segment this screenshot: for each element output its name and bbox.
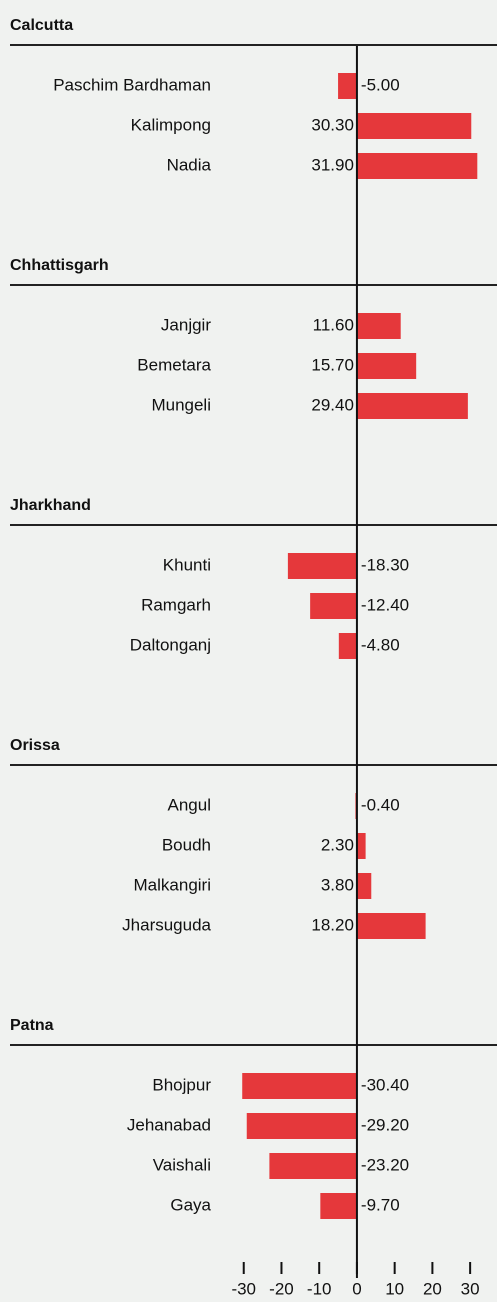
- value-label: 18.20: [311, 915, 354, 934]
- category-label: Nadia: [167, 155, 212, 174]
- value-label: -30.40: [361, 1075, 409, 1094]
- category-label: Boudh: [162, 835, 211, 854]
- category-label: Bemetara: [137, 355, 211, 374]
- category-label: Jharsuguda: [122, 915, 211, 934]
- category-label: Mungeli: [151, 395, 211, 414]
- category-label: Kalimpong: [131, 115, 211, 134]
- bar: [338, 633, 357, 659]
- value-label: -12.40: [361, 595, 409, 614]
- value-label: 11.60: [313, 315, 354, 334]
- group-title: Orissa: [10, 737, 60, 754]
- category-label: Daltonganj: [130, 635, 211, 654]
- category-label: Bhojpur: [152, 1075, 211, 1094]
- value-label: 15.70: [311, 355, 354, 374]
- bar: [356, 313, 401, 339]
- value-label: -9.70: [361, 1195, 400, 1214]
- x-tick-label: 20: [423, 1279, 442, 1298]
- x-tick-label: 0: [352, 1279, 361, 1298]
- category-label: Vaishali: [153, 1155, 211, 1174]
- category-label: Ramgarh: [141, 595, 211, 614]
- x-tick-label: -30: [231, 1279, 256, 1298]
- category-label: Paschim Bardhaman: [53, 75, 211, 94]
- value-label: -0.40: [361, 795, 400, 814]
- bar: [356, 153, 478, 179]
- bar: [246, 1113, 357, 1139]
- x-tick-label: -10: [307, 1279, 332, 1298]
- value-label: 29.40: [311, 395, 354, 414]
- bar: [356, 833, 366, 859]
- bar: [242, 1073, 357, 1099]
- bar: [356, 873, 372, 899]
- category-label: Gaya: [170, 1195, 211, 1214]
- category-label: Khunti: [163, 555, 211, 574]
- x-tick-label: -20: [269, 1279, 294, 1298]
- group-title: Chhattisgarh: [10, 257, 109, 274]
- bar: [356, 393, 468, 419]
- category-label: Malkangiri: [134, 875, 211, 894]
- category-label: Janjgir: [161, 315, 211, 334]
- group-title: Patna: [10, 1017, 54, 1034]
- value-label: 31.90: [311, 155, 354, 174]
- bar: [356, 913, 426, 939]
- category-label: Angul: [168, 795, 211, 814]
- bar: [356, 113, 472, 139]
- value-label: 3.80: [321, 875, 354, 894]
- value-label: -18.30: [361, 555, 409, 574]
- group-title: Calcutta: [10, 17, 73, 34]
- value-label: -29.20: [361, 1115, 409, 1134]
- value-label: -23.20: [361, 1155, 409, 1174]
- x-tick-label: 10: [385, 1279, 404, 1298]
- bar: [287, 553, 357, 579]
- group-title: Jharkhand: [10, 497, 91, 514]
- value-label: 2.30: [321, 835, 354, 854]
- bar: [356, 353, 417, 379]
- bar: [320, 1193, 357, 1219]
- category-label: Jehanabad: [127, 1115, 211, 1134]
- bar: [269, 1153, 357, 1179]
- x-tick-label: 30: [461, 1279, 480, 1298]
- value-label: -4.80: [361, 635, 400, 654]
- bar: [338, 73, 357, 99]
- bar: [310, 593, 357, 619]
- value-label: 30.30: [311, 115, 354, 134]
- value-label: -5.00: [361, 75, 400, 94]
